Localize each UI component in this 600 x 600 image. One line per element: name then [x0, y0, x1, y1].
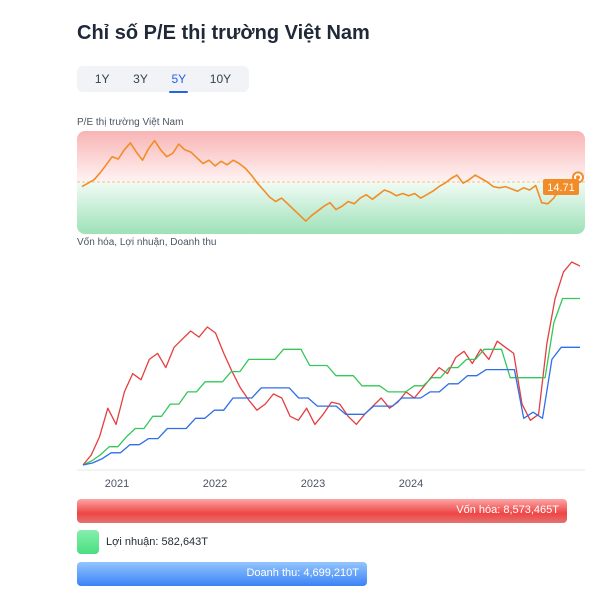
tab-3y[interactable]: 3Y — [133, 72, 148, 86]
x-tick-label: 2024 — [399, 478, 423, 490]
x-axis-ticks: 2021 2022 2023 2024 — [105, 478, 423, 490]
pe-series-line — [81, 139, 579, 222]
multi-chart-title: Vốn hóa, Lợi nhuận, Doanh thu — [77, 237, 217, 248]
profit-label: Lợi nhuận: 582,643T — [106, 536, 209, 548]
tab-1y[interactable]: 1Y — [94, 72, 110, 86]
pe-chart-title: P/E thị trường Việt Nam — [77, 117, 184, 128]
marketcap-label: Vốn hóa: 8,573,465T — [456, 504, 559, 516]
page-title: Chỉ số P/E thị trường Việt Nam — [77, 22, 370, 44]
revenue-label: Doanh thu: 4,699,210T — [246, 567, 359, 579]
marketcap-line — [82, 261, 581, 466]
pe-chart-background — [77, 131, 585, 234]
profit-swatch — [77, 530, 99, 554]
multi-series-lines — [82, 261, 581, 466]
revenue-line — [82, 346, 580, 466]
period-tabs: 1Y 3Y 5Y 10Y — [77, 66, 249, 93]
profit-line — [82, 297, 580, 466]
x-tick-label: 2022 — [203, 478, 227, 490]
x-tick-label: 2021 — [105, 478, 129, 490]
pe-value-label: 14.71 — [547, 182, 575, 194]
tab-10y[interactable]: 10Y — [209, 72, 232, 86]
pe-value-badge — [543, 179, 579, 195]
charts-svg: 14.71 2021 2022 2023 2024 — [77, 131, 585, 490]
revenue-bar: Doanh thu: 4,699,210T — [77, 562, 367, 586]
x-tick-label: 2023 — [301, 478, 325, 490]
marketcap-bar: Vốn hóa: 8,573,465T — [77, 499, 567, 523]
tab-5y[interactable]: 5Y — [167, 69, 190, 93]
